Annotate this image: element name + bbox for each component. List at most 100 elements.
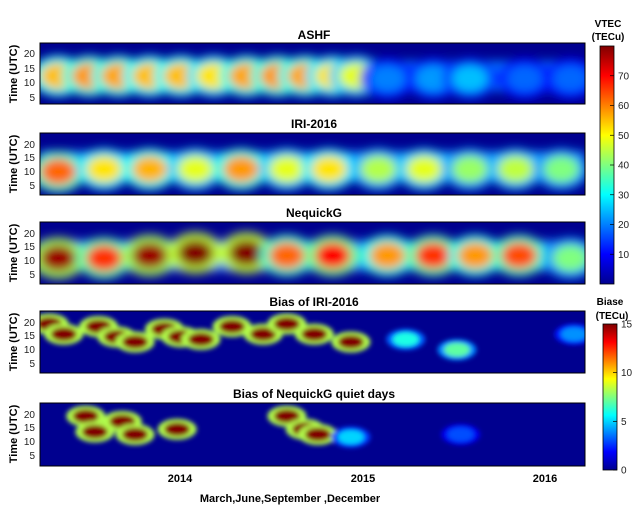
y-tick-bias-iri-15: 15 [24,331,36,342]
panel-title-bias-iri: Bias of IRI-2016 [269,295,359,309]
heatmap-cell [250,327,277,342]
heatmap-ashf [40,43,585,104]
axes-frame-nequickg [39,221,586,285]
y-tick-ashf-10: 10 [24,78,36,89]
heatmap-cell [415,65,452,93]
heatmap-cell [219,319,246,334]
heatmap-cell [314,241,351,270]
heatmap-cell [86,244,123,272]
heatmap-cell [552,65,585,92]
panel-bias-nequickg: Bias of NequickG quiet days Time (UTC) 2… [8,387,586,467]
panel-title-bias-nequickg: Bias of NequickG quiet days [233,387,395,401]
heatmap-cell [268,241,305,270]
y-axis-label-bias-nequickg: Time (UTC) [8,404,20,463]
y-tick-bias-nequickg-20: 20 [24,410,36,421]
axes-frame-bias-iri [39,310,586,374]
colorbar-tick-label: 50 [618,131,630,142]
colorbar-tick-label: 40 [618,161,630,172]
x-tick-2016: 2016 [533,473,557,485]
heatmap-cell [561,327,585,342]
colorbar-tick-label: 60 [618,101,630,112]
heatmap-cell [86,155,123,183]
colorbar-tick-label: 30 [618,190,630,201]
heatmap-bias-iri [40,311,585,373]
panel-bias-iri: Bias of IRI-2016 Time (UTC) 20 15 10 5 [8,295,586,374]
heatmap-cell [451,65,488,93]
heatmap-cell [40,244,77,272]
y-axis-label-nequickg: Time (UTC) [8,223,20,282]
axes-frame-bias-nequickg [39,402,586,467]
colorbar-tick-label: 0 [621,466,627,477]
x-axis-label: March,June,September ,December [200,493,381,505]
colorbar-vtec-title-1: VTEC [595,19,622,30]
y-tick-bias-nequickg-10: 10 [24,437,36,448]
y-axis-label-ashf: Time (UTC) [8,44,20,103]
heatmap-cell [164,422,191,437]
heatmap-cell [177,239,214,267]
axes-frame-ashf [39,42,586,105]
heatmap-cell [506,65,543,93]
colorbar-bias-title-2: (TECu) [596,311,629,322]
heatmap-cell [415,241,452,270]
heatmap-cell [497,155,534,183]
colorbar-vtec: VTEC (TECu) 10 20 30 40 50 60 70 [592,19,630,285]
colorbar-tick-label: 10 [621,368,633,379]
heatmap-cell [40,158,77,186]
colorbar-tick-label: 70 [618,71,630,82]
heatmap-nequickg [40,222,585,284]
heatmap-cell [187,332,214,347]
panel-iri: IRI-2016 Time (UTC) 20 15 10 5 [8,117,586,196]
colorbar-bias-gradient [602,323,618,471]
heatmap-cell [443,342,470,357]
svg-text:20: 20 [24,49,36,60]
heatmap-cell [273,409,300,424]
y-tick-ashf-15: 15 [24,64,36,75]
heatmap-cell [177,155,214,183]
heatmap-cell [301,327,328,342]
colorbar-vtec-title-2: (TECu) [592,32,625,43]
x-axis: 2014 2015 2016 March,June,September ,Dec… [168,473,557,505]
heatmap-cell [337,335,364,349]
colorbar-tick-label: 15 [621,320,633,331]
y-tick-ashf-20: 20 [24,49,36,60]
heatmap-cell [369,241,406,270]
y-axis-label-iri: Time (UTC) [8,134,20,193]
y-tick-nequickg-5: 5 [29,270,35,281]
heatmap-cell [543,155,580,183]
y-tick-bias-iri-20: 20 [24,318,36,329]
heatmap-cell [501,241,538,270]
y-tick-ashf-5: 5 [29,93,35,104]
x-tick-2014: 2014 [168,473,193,485]
heatmap-cell [337,430,364,445]
y-tick-bias-nequickg-5: 5 [29,451,35,462]
y-tick-bias-iri-5: 5 [29,359,35,370]
heatmap-cell [72,409,99,424]
y-tick-nequickg-15: 15 [24,242,36,253]
panel-nequickg: NequickG Time (UTC) 20 15 10 5 [8,206,586,285]
y-tick-iri-5: 5 [29,181,35,192]
colorbar-tick-label: 5 [621,417,627,428]
y-tick-nequickg-10: 10 [24,256,36,267]
heatmap-cell [369,65,406,93]
heatmap-cell [122,335,149,349]
heatmap-cell [406,155,443,183]
y-axis-label-bias-iri: Time (UTC) [8,312,20,371]
y-tick-iri-10: 10 [24,167,36,178]
heatmap-cell [392,332,419,347]
colorbar-tick-label: 10 [618,250,630,261]
svg-text:5: 5 [29,93,35,104]
heatmap-cell [81,424,108,439]
heatmap-cell [360,155,397,183]
heatmap-cell [131,155,168,183]
colorbar-bias-title-1: Biase [597,297,624,308]
heatmap-bias-nequickg [40,403,585,466]
heatmap-cell [228,239,265,267]
heatmap-cell [50,327,77,342]
svg-text:10: 10 [24,78,36,89]
axes-frame-iri [39,132,586,196]
panel-ashf: ASHF Time (UTC) 20 15 10 5 [8,28,586,105]
heatmap-cell [457,241,494,270]
heatmap-cell [310,155,347,183]
x-tick-2015: 2015 [351,473,375,485]
